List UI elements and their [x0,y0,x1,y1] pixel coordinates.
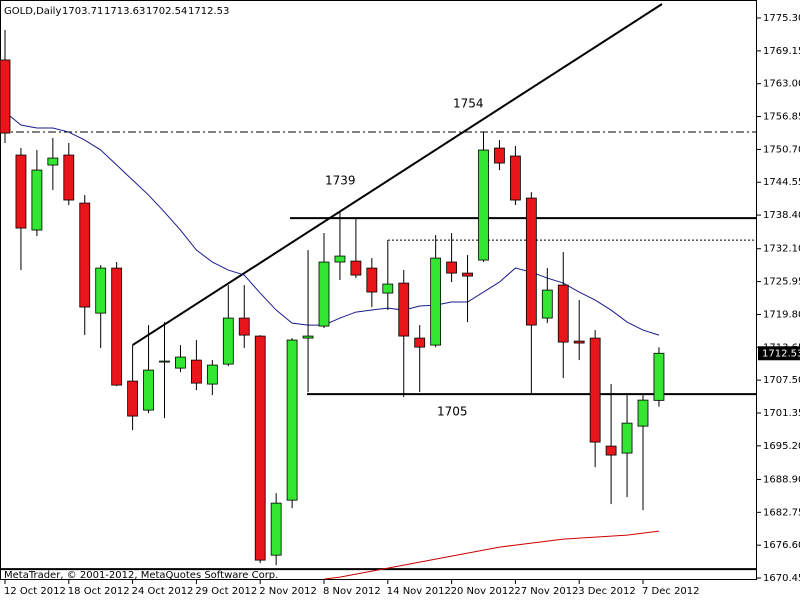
candle-body [414,337,426,348]
moving-average [4,111,660,336]
candle-body [31,169,43,231]
annotation: 1705 [437,405,468,419]
trendline [132,3,663,346]
x-tick-label: 7 Dec 2012 [642,586,700,597]
header-value: 1713.63 [104,6,145,17]
y-tick-label: 1695.20 [763,441,800,452]
y-tick-label: 1775.30 [763,13,800,24]
candle-body [79,202,91,308]
candle-body [143,369,154,411]
candle-body [270,502,282,556]
candle-body [398,282,410,337]
moving-average [323,530,660,580]
x-tick-label: 12 Oct 2012 [4,586,66,597]
chart-title: GOLD,Daily [4,6,61,17]
y-tick-label: 1725.95 [763,277,800,288]
last-price-box [758,346,800,361]
candle-body [15,154,27,229]
candle-body [462,272,473,277]
candle-body [222,317,234,365]
y-tick-label: 1744.55 [763,177,800,188]
candle-body [127,380,138,417]
x-tick-label: 3 Dec 2012 [578,586,636,597]
header-value: 1702.54 [146,6,187,17]
annotation: 1739 [325,174,356,188]
x-tick-label: 20 Nov 2012 [451,586,515,597]
candle-body [494,147,505,164]
x-tick-label: 18 Oct 2012 [68,586,130,597]
candle-body [605,445,617,456]
candle-body [653,352,665,401]
header-value: 1712.53 [188,6,229,17]
y-tick-label: 1676.60 [763,540,800,551]
candle-body [478,149,489,261]
candle-body [0,59,11,134]
candle-body [382,283,394,294]
y-tick-label: 1688.90 [763,474,800,485]
candle-body [190,359,202,384]
x-tick-label: 14 Nov 2012 [387,586,451,597]
x-tick-label: 29 Oct 2012 [195,586,257,597]
candle-body [47,157,59,166]
y-tick-label: 1738.40 [763,210,800,221]
annotation: 1754 [453,97,484,111]
candle-body [573,340,585,344]
candle-body [95,267,107,314]
candle-body [366,267,378,293]
candle-body [334,255,346,263]
y-tick-label: 1769.15 [763,46,800,57]
candle-body [318,261,330,327]
x-tick-label: 24 Oct 2012 [132,586,194,597]
candle-body [238,317,250,336]
candle-body [430,257,442,346]
x-tick-label: 2 Nov 2012 [259,586,317,597]
candle-body [621,422,633,454]
candle-body [175,356,186,369]
y-tick-label: 1701.35 [763,408,800,419]
y-tick-label: 1707.50 [763,375,800,386]
candle-body [525,197,537,326]
candle-body [159,360,170,363]
y-tick-label: 1670.45 [763,573,800,584]
y-tick-label: 1682.75 [763,507,800,518]
x-tick-label: 8 Nov 2012 [323,586,381,597]
candle-body [509,155,521,201]
candle-body [589,337,601,443]
y-tick-label: 1763.00 [763,79,800,90]
x-tick-label: 27 Nov 2012 [514,586,578,597]
candle-body [541,289,553,319]
candle-body [254,335,266,561]
last-price-label: 1712.53 [762,348,800,359]
y-tick-label: 1732.10 [763,244,800,255]
candle-body [350,260,362,276]
y-tick-label: 1750.70 [763,144,800,155]
y-tick-label: 1719.80 [763,309,800,320]
candle-body [446,261,458,274]
header-value: 1703.71 [62,6,103,17]
plot-frame [0,0,757,580]
candle-body [302,335,314,339]
candle-body [63,154,75,201]
candle-body [557,284,569,343]
y-tick-label: 1756.85 [763,112,800,123]
candle-body [111,267,123,386]
copyright: MetaTrader, © 2001-2012, MetaQuotes Soft… [4,570,278,581]
candle-body [286,339,298,501]
candle-body [637,399,649,427]
candle-body [206,364,218,385]
